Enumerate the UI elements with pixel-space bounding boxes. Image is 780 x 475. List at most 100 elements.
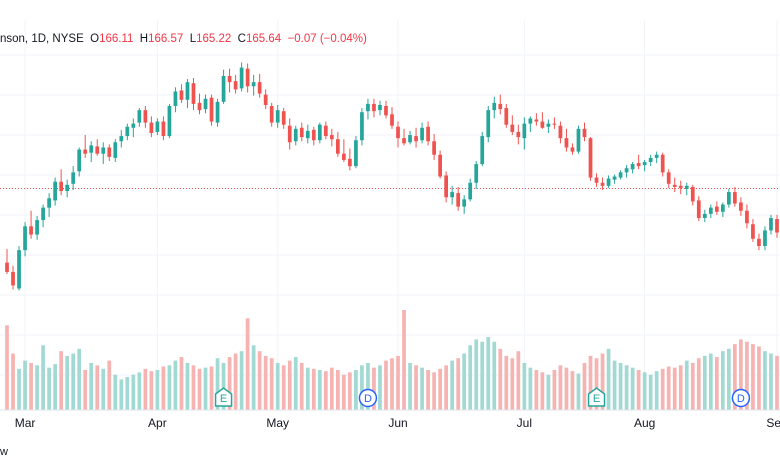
candle[interactable] [642,159,647,172]
candle[interactable] [354,136,358,169]
candle[interactable] [101,142,106,165]
candle[interactable] [558,121,563,144]
candle[interactable] [77,147,82,177]
candle[interactable] [366,98,370,120]
candle[interactable] [239,62,244,92]
candle[interactable] [47,193,51,217]
candle[interactable] [384,100,388,119]
candle[interactable] [540,112,545,129]
candle[interactable] [534,113,539,126]
candle[interactable] [552,117,557,129]
candle[interactable] [498,94,503,115]
candle[interactable] [293,125,298,146]
candle[interactable] [396,121,400,148]
candle[interactable] [17,246,21,291]
candle[interactable] [197,93,202,115]
candle[interactable] [402,128,406,146]
candle[interactable] [636,154,641,170]
candle[interactable] [672,177,677,193]
dividend-marker[interactable]: D [358,388,378,408]
candle[interactable] [119,129,124,148]
candle[interactable] [769,214,773,235]
candle[interactable] [251,74,256,96]
candle[interactable] [528,116,533,132]
candle[interactable] [714,201,719,215]
candle[interactable] [342,139,346,162]
candle[interactable] [708,204,713,218]
candle[interactable] [462,195,467,214]
candle[interactable] [468,178,473,202]
candle[interactable] [372,98,376,118]
candle[interactable] [733,186,737,207]
candle[interactable] [83,135,88,158]
candle[interactable] [618,170,623,180]
candle[interactable] [29,210,33,239]
candle[interactable] [684,182,689,196]
candle[interactable] [257,73,262,98]
candle[interactable] [390,107,394,129]
candle[interactable] [522,117,527,150]
candle[interactable] [444,171,449,203]
candle[interactable] [414,127,418,148]
candle[interactable] [329,128,334,147]
candle[interactable] [263,89,268,110]
candle[interactable] [323,121,328,140]
candle[interactable] [71,166,76,190]
candle[interactable] [335,131,340,157]
candle[interactable] [438,150,442,179]
candle[interactable] [456,186,461,211]
candle[interactable] [486,106,491,143]
candle[interactable] [480,131,485,167]
candle[interactable] [606,175,611,188]
candle[interactable] [305,124,310,144]
candle[interactable] [360,108,364,146]
candle[interactable] [600,177,605,190]
candle[interactable] [420,122,424,144]
candle[interactable] [739,197,743,216]
candle[interactable] [612,174,617,184]
candle[interactable] [516,124,521,145]
candle[interactable] [23,222,27,257]
candle[interactable] [564,128,569,152]
candle[interactable] [624,165,629,178]
candle[interactable] [161,116,166,141]
candle[interactable] [745,204,749,229]
candle[interactable] [299,122,304,142]
candle[interactable] [311,126,316,146]
candle[interactable] [630,162,635,174]
candle[interactable] [155,118,160,136]
candle[interactable] [666,169,671,188]
candle[interactable] [65,179,70,198]
candle[interactable] [450,185,455,205]
candle[interactable] [510,115,515,136]
candle[interactable] [131,118,136,138]
candle[interactable] [191,78,196,111]
candle[interactable] [720,202,725,217]
candle[interactable] [348,148,352,171]
candle[interactable] [576,125,581,154]
earnings-marker[interactable]: E [214,387,233,407]
candle[interactable] [594,173,599,187]
candle[interactable] [504,103,509,128]
candle[interactable] [690,184,695,206]
candle[interactable] [125,123,130,141]
candle[interactable] [775,214,779,238]
candle[interactable] [35,215,39,240]
candle[interactable] [408,130,412,145]
candle[interactable] [245,63,250,93]
candle[interactable] [209,94,214,126]
candle[interactable] [763,226,767,251]
candle[interactable] [173,87,178,113]
candle[interactable] [143,106,148,128]
candle[interactable] [149,116,154,138]
candle[interactable] [89,141,94,162]
earnings-marker[interactable]: E [587,387,606,407]
dividend-marker[interactable]: D [731,388,751,408]
candle[interactable] [727,188,731,208]
candle[interactable] [654,151,659,164]
candle[interactable] [221,69,226,104]
candle[interactable] [432,134,436,160]
candle[interactable] [167,103,172,139]
candle[interactable] [426,121,430,146]
